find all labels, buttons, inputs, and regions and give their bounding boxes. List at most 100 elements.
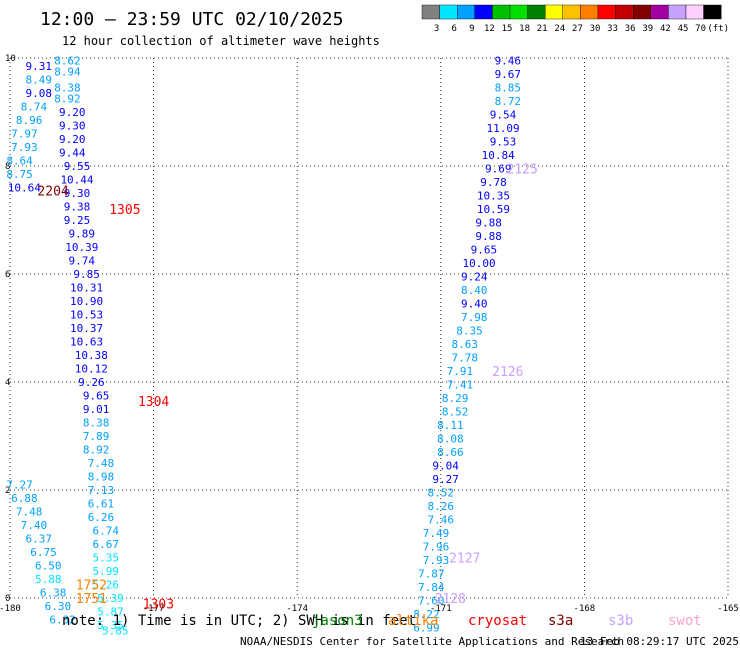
scale-swatch (474, 4, 493, 20)
wave-height-label: 8.64 (6, 155, 33, 168)
wave-height-label: 10.39 (65, 241, 98, 254)
wave-height-label: 10.64 (8, 182, 41, 195)
wave-height-label: 5.99 (92, 565, 119, 578)
scale-swatch (685, 4, 704, 20)
wave-height-label: 9.89 (69, 228, 96, 241)
wave-height-label: 6.32 (49, 614, 76, 627)
footer-credit: NOAA/NESDIS Center for Satellite Applica… (240, 635, 624, 648)
wave-height-label: 9.20 (59, 133, 86, 146)
wave-height-label: 9.40 (461, 298, 488, 311)
wave-height-label: 8.63 (451, 338, 478, 351)
wave-height-label: 7.97 (11, 128, 38, 141)
wave-height-label: 10.00 (463, 257, 496, 270)
pass-label: 1305 (109, 203, 140, 218)
scale-label: 3 (434, 24, 439, 34)
wave-height-label: 5.35 (92, 552, 119, 565)
scale-swatch (615, 4, 634, 20)
wave-height-label: 7.87 (418, 568, 445, 581)
x-tick-label: -180 (0, 604, 21, 614)
wave-height-label: 9.67 (495, 68, 522, 81)
wave-height-label: 10.44 (60, 174, 93, 187)
wave-height-label: 9.74 (69, 255, 96, 268)
scale-swatch (650, 4, 669, 20)
wave-height-label: 5.39 (97, 592, 124, 605)
scale-swatch (580, 4, 599, 20)
wave-height-label: 9.69 (485, 163, 512, 176)
wave-height-label: 10.38 (75, 349, 108, 362)
wave-height-label: 8.26 (428, 500, 455, 513)
wave-height-label: 9.65 (471, 244, 498, 257)
wave-height-label: 7.78 (451, 352, 478, 365)
wave-height-label: 9.65 (83, 390, 110, 403)
scale-label: (ft) (707, 24, 729, 34)
wave-height-label: 10.53 (70, 309, 103, 322)
wave-height-label: 6.99 (413, 622, 440, 635)
wave-height-label: 8.94 (54, 66, 81, 79)
wave-height-label: 10.63 (70, 336, 103, 349)
x-tick-label: -165 (717, 604, 739, 614)
scale-swatch (439, 4, 458, 20)
wave-height-label: 10.90 (70, 295, 103, 308)
wave-height-label: 5.87 (97, 606, 124, 619)
wave-height-label: 8.35 (456, 325, 483, 338)
wave-height-label: 9.55 (64, 160, 91, 173)
wave-height-label: 5.85 (102, 624, 129, 637)
wave-height-label: 7.46 (428, 514, 455, 527)
wave-height-label: 8.92 (83, 444, 110, 457)
y-tick-label: 6 (5, 270, 10, 280)
scale-label: 36 (625, 24, 636, 34)
wave-height-label: 5.26 (92, 579, 119, 592)
wave-height-label: 6.37 (25, 533, 52, 546)
wave-height-label: 10.35 (477, 190, 510, 203)
wave-height-label: 9.53 (490, 136, 517, 149)
wave-height-label: 8.38 (54, 82, 81, 95)
wave-height-label: 6.50 (35, 560, 62, 573)
grid (9, 57, 729, 599)
wave-height-label: 8.11 (437, 419, 464, 432)
wave-height-label: 9.88 (475, 230, 502, 243)
wave-height-label: 5.88 (35, 573, 62, 586)
wave-height-label: 7.84 (418, 581, 445, 594)
wave-height-label: 9.78 (480, 176, 507, 189)
pass-label: 1303 (143, 597, 174, 612)
scale-label: 15 (502, 24, 513, 34)
x-tick-label: -168 (574, 604, 596, 614)
pass-label: 1304 (138, 395, 169, 410)
wave-height-label: 8.29 (442, 392, 469, 405)
satellite-legend: jason3 altika cryosat s3a s3b swot (312, 613, 702, 629)
wave-height-label: 7.96 (423, 541, 450, 554)
pass-label: 2127 (449, 552, 480, 567)
wave-height-label: 9.85 (73, 268, 100, 281)
wave-height-label: 7.40 (21, 519, 48, 532)
wave-height-label: 9.54 (490, 109, 517, 122)
wave-height-label: 8.74 (21, 101, 48, 114)
wave-height-label: 9.31 (25, 60, 52, 73)
wave-height-label: 7.93 (11, 141, 38, 154)
wave-height-label: 8.49 (25, 74, 52, 87)
wave-height-label: 9.38 (64, 201, 91, 214)
wave-height-label: 9.88 (475, 217, 502, 230)
wave-height-label: 9.30 (59, 120, 86, 133)
scale-swatch (703, 4, 722, 20)
wave-height-label: 8.62 (54, 55, 81, 68)
satellite-label: s3a (548, 613, 573, 629)
wave-height-label: 10.12 (75, 363, 108, 376)
wave-height-label: 7.93 (423, 554, 450, 567)
satellite-label: s3b (608, 613, 633, 629)
satellite-label: swot (668, 613, 702, 629)
wave-height-label: 7.60 (418, 595, 445, 608)
wave-height-label: 10.59 (477, 203, 510, 216)
pass-label: 1751 (76, 592, 107, 607)
wave-height-label: 9.04 (432, 460, 459, 473)
wave-height-label: 7.27 (6, 479, 33, 492)
x-tick-label: -177 (143, 604, 165, 614)
scale-label: 9 (469, 24, 474, 34)
pass-label: 2204 (37, 184, 68, 199)
wave-height-label: 8.52 (428, 487, 455, 500)
wave-height-label: 9.25 (64, 214, 91, 227)
x-tick-label: -174 (286, 604, 308, 614)
wave-height-label: 8.96 (16, 114, 43, 127)
wave-height-label: 6.38 (40, 587, 67, 600)
